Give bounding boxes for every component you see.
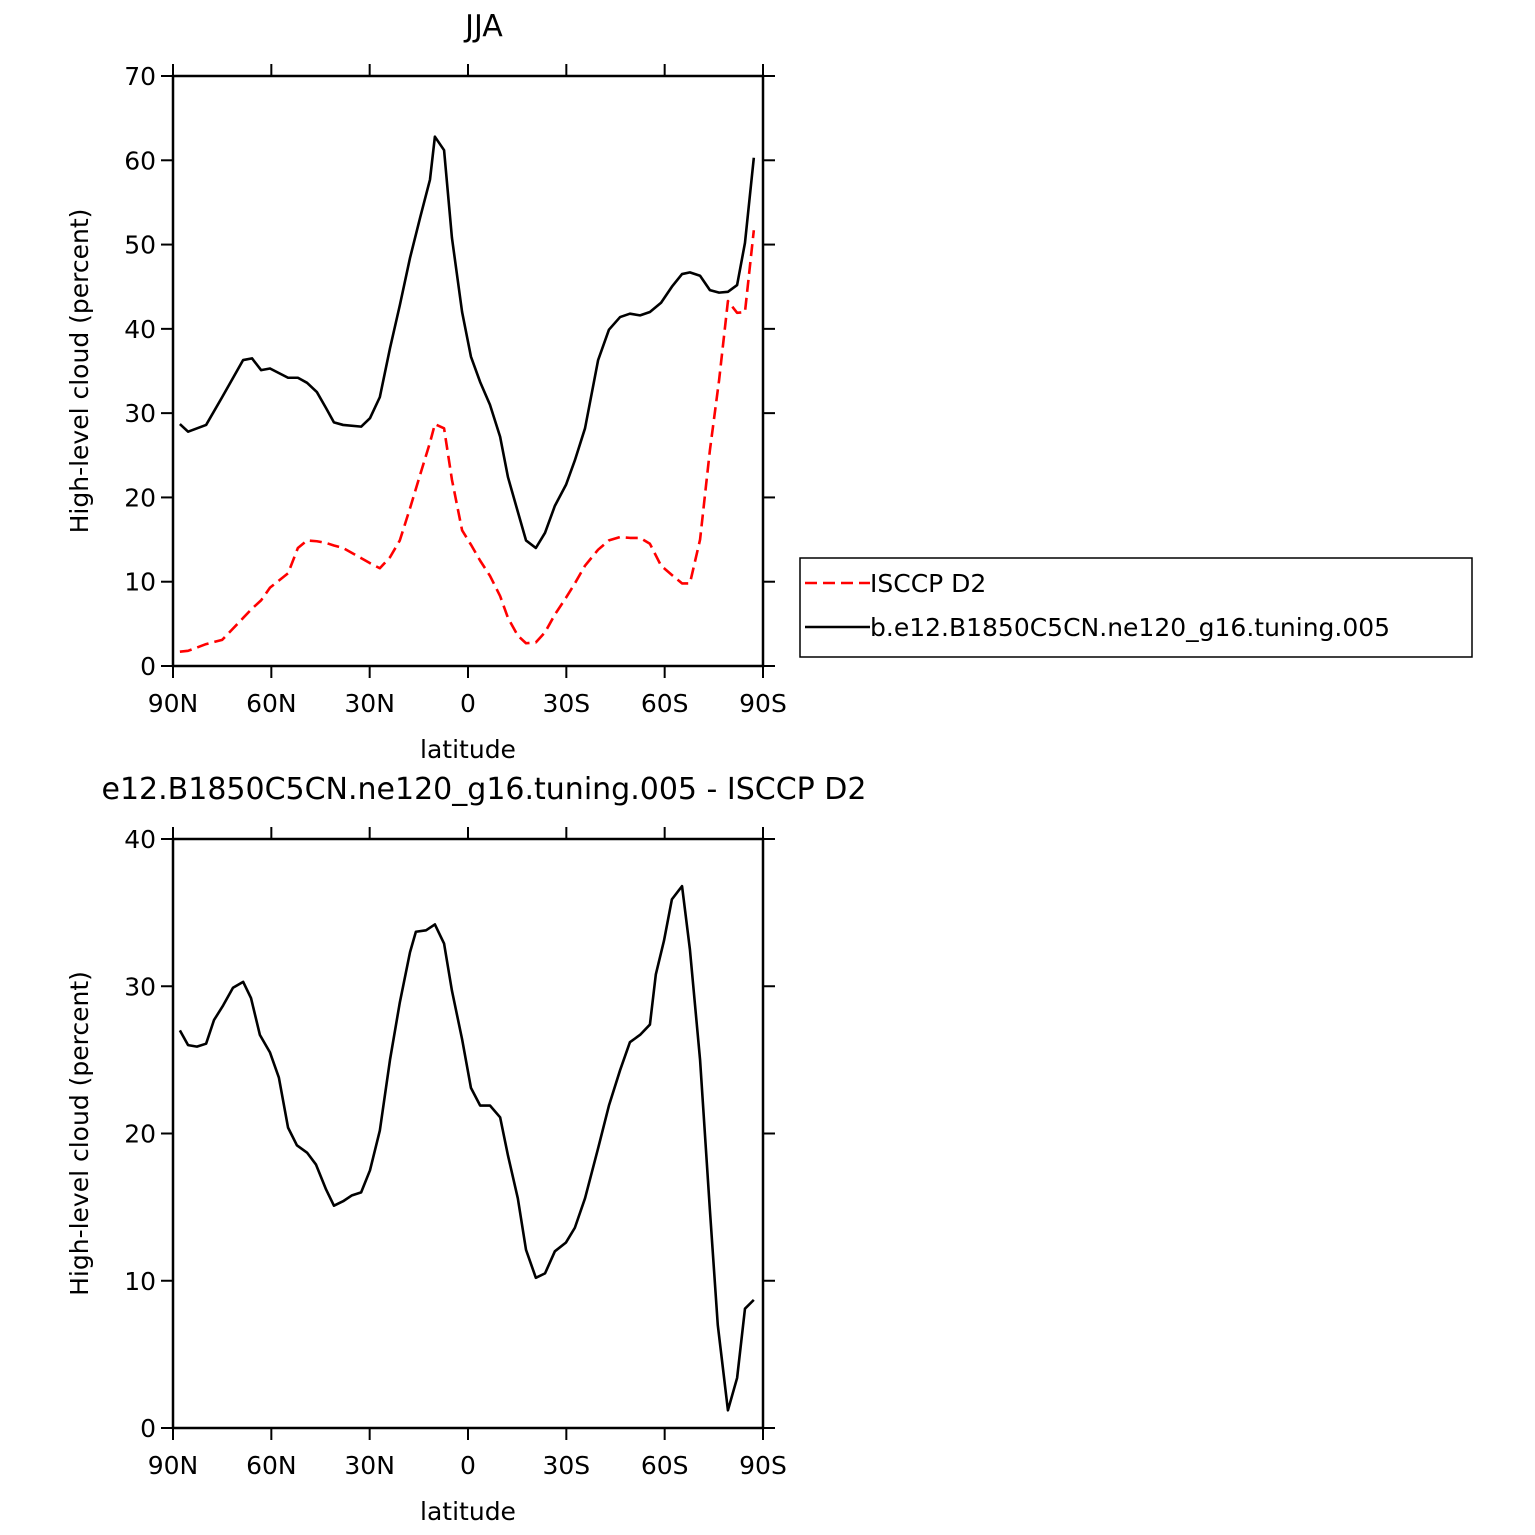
x-tick-label: 60S bbox=[641, 689, 689, 718]
y-axis-label: High-level cloud (percent) bbox=[65, 209, 94, 534]
x-axis-label: latitude bbox=[420, 735, 516, 764]
y-tick-label: 20 bbox=[124, 1120, 156, 1149]
x-tick-label: 90N bbox=[148, 1451, 199, 1480]
y-tick-label: 20 bbox=[124, 483, 156, 512]
x-tick-label: 60S bbox=[641, 1451, 689, 1480]
x-tick-label: 30N bbox=[344, 689, 395, 718]
data-line bbox=[179, 230, 756, 653]
legend-label: b.e12.B1850C5CN.ne120_g16.tuning.005 bbox=[870, 613, 1390, 642]
y-tick-label: 70 bbox=[124, 62, 156, 91]
y-axis-label: High-level cloud (percent) bbox=[65, 971, 94, 1296]
y-tick-label: 30 bbox=[124, 399, 156, 428]
y-tick-label: 10 bbox=[124, 568, 156, 597]
legend-label: ISCCP D2 bbox=[870, 569, 986, 598]
x-tick-label: 30S bbox=[542, 689, 590, 718]
y-tick-label: 60 bbox=[124, 146, 156, 175]
x-tick-label: 90N bbox=[148, 689, 199, 718]
y-tick-label: 10 bbox=[124, 1267, 156, 1296]
chart-title: e12.B1850C5CN.ne120_g16.tuning.005 - ISC… bbox=[101, 772, 866, 807]
y-tick-label: 0 bbox=[140, 1414, 156, 1443]
y-tick-label: 40 bbox=[124, 825, 156, 854]
y-tick-label: 50 bbox=[124, 231, 156, 260]
x-axis-label: latitude bbox=[420, 1497, 516, 1526]
chart-panel: 90N 60N 30N 0 30S 60S 90S 0 10 20 30 40 e12.B1850C5C… bbox=[65, 772, 867, 1526]
legend-box bbox=[799, 557, 1473, 658]
x-tick-label: 0 bbox=[460, 689, 476, 718]
data-line bbox=[178, 135, 756, 550]
plot-frame bbox=[171, 837, 765, 1430]
y-tick-label: 30 bbox=[124, 972, 156, 1001]
x-tick-label: 90S bbox=[739, 1451, 787, 1480]
x-tick-label: 30N bbox=[344, 1451, 395, 1480]
y-tick-label: 0 bbox=[140, 652, 156, 681]
x-tick-label: 90S bbox=[739, 689, 787, 718]
data-line bbox=[178, 884, 755, 1412]
x-tick-label: 0 bbox=[460, 1451, 476, 1480]
y-tick-label: 40 bbox=[124, 315, 156, 344]
x-tick-label: 30S bbox=[542, 1451, 590, 1480]
x-tick-label: 60N bbox=[246, 1451, 297, 1480]
x-tick-label: 60N bbox=[246, 689, 297, 718]
chart-panel: 90N 60N 30N 0 30S 60S 90S 0 10 20 30 40 50 60 70 JJA lat… bbox=[65, 9, 1473, 764]
chart-title: JJA bbox=[463, 9, 503, 44]
